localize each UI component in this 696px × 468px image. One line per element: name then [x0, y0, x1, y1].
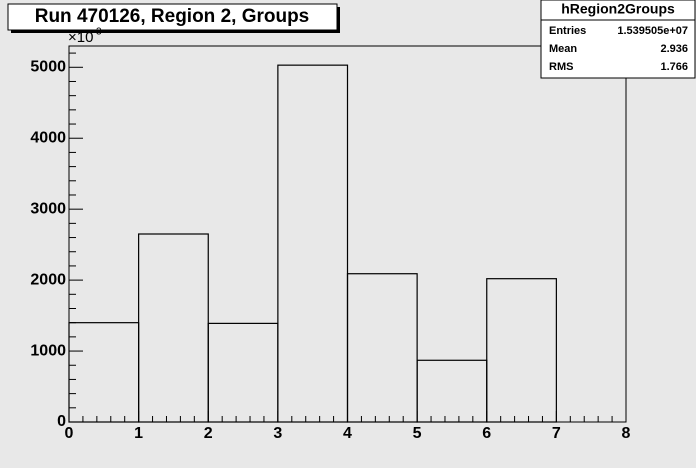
- y-multiplier-exponent: 3: [96, 27, 102, 38]
- x-tick-label: 8: [622, 425, 631, 442]
- x-tick-label: 4: [343, 425, 352, 442]
- stats-value: 2.936: [660, 43, 688, 55]
- stats-value: 1.539505e+07: [617, 25, 688, 37]
- y-multiplier: ×10: [68, 29, 93, 46]
- bar: [486, 278, 557, 423]
- y-tick-label: 4000: [30, 129, 66, 146]
- stats-label: RMS: [549, 61, 573, 73]
- y-tick-label: 2000: [30, 271, 66, 288]
- stats-label: Mean: [549, 43, 577, 55]
- stats-value: 1.766: [660, 61, 688, 73]
- y-tick-label: 5000: [30, 59, 66, 76]
- stats-label: Entries: [549, 25, 586, 37]
- x-tick-label: 6: [482, 425, 491, 442]
- x-tick-label: 0: [65, 425, 74, 442]
- x-tick-label: 3: [273, 425, 282, 442]
- bar: [277, 64, 349, 423]
- y-tick-label: 0: [57, 413, 66, 430]
- chart-title: Run 470126, Region 2, Groups: [35, 6, 310, 27]
- title-box: [7, 3, 338, 31]
- y-tick-label: 3000: [30, 200, 66, 217]
- y-tick-label: 1000: [30, 342, 66, 359]
- x-tick-label: 1: [134, 425, 143, 442]
- bar: [346, 273, 418, 423]
- stats-box: [540, 0, 696, 79]
- x-tick-label: 7: [552, 425, 561, 442]
- x-tick-label: 5: [413, 425, 422, 442]
- x-tick-label: 2: [204, 425, 213, 442]
- stats-title: hRegion2Groups: [561, 1, 675, 17]
